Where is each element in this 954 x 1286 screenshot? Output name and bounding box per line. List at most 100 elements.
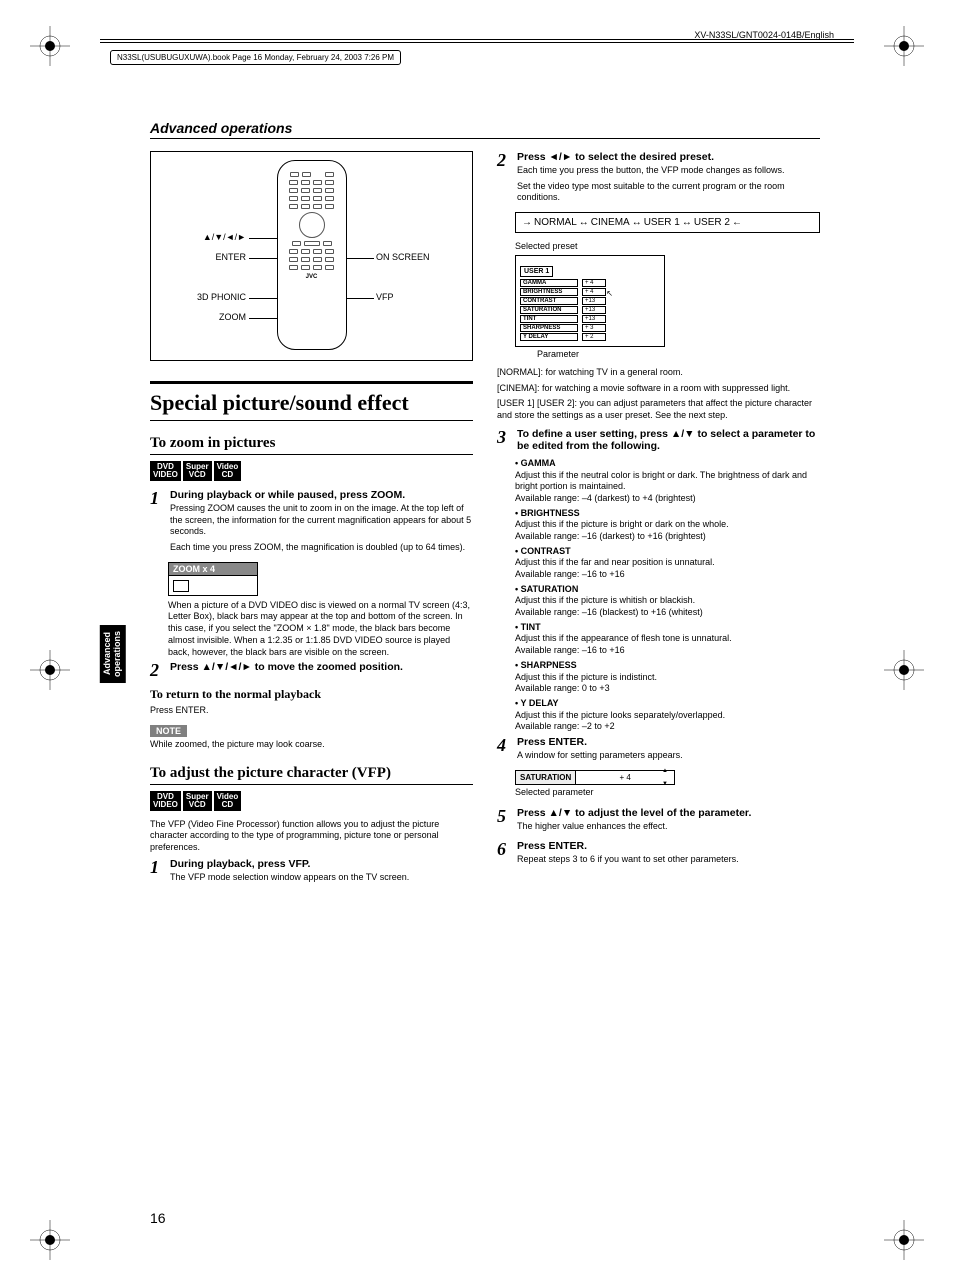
disc-badge: Video CD bbox=[214, 461, 242, 481]
body-text: Set the video type most suitable to the … bbox=[517, 181, 820, 204]
body-text: The higher value enhances the effect. bbox=[517, 821, 820, 833]
remote-label: 3D PHONIC bbox=[161, 292, 246, 302]
body-text: Repeat steps 3 to 6 if you want to set o… bbox=[517, 854, 820, 866]
param-name: SATURATION bbox=[520, 306, 578, 314]
param-name: GAMMA bbox=[520, 279, 578, 287]
param-row: CONTRAST +13 bbox=[520, 297, 660, 305]
cursor-icon: ↖ bbox=[606, 289, 613, 298]
step-title: During playback, press VFP. bbox=[170, 858, 473, 870]
param-row: SHARPNESS+ 3 bbox=[520, 324, 660, 332]
disc-badge: Super VCD bbox=[183, 461, 212, 481]
param-name: TINT bbox=[520, 315, 578, 323]
disc-badge: DVD VIDEO bbox=[150, 791, 181, 811]
parameter-detail: • GAMMAAdjust this if the neutral color … bbox=[515, 458, 820, 505]
param-row: SATURATION+13 bbox=[520, 306, 660, 314]
step-title: Press ENTER. bbox=[517, 736, 820, 748]
crop-mark-icon bbox=[884, 650, 924, 690]
step-title: Press ◄/► to select the desired preset. bbox=[517, 151, 820, 163]
body-text: The VFP mode selection window appears on… bbox=[170, 872, 473, 884]
parameter-detail: • CONTRASTAdjust this if the far and nea… bbox=[515, 546, 820, 581]
mode-cycle: →NORMAL↔CINEMA↔USER 1↔USER 2← bbox=[515, 212, 820, 233]
disc-badge: Super VCD bbox=[183, 791, 212, 811]
step-title: Press ▲/▼/◄/► to move the zoomed positio… bbox=[170, 661, 473, 673]
side-tab: Advanced operations bbox=[100, 625, 126, 683]
remote-label: ▲/▼/◄/► bbox=[161, 232, 246, 242]
book-info: N33SL(USUBUGUXUWA).book Page 16 Monday, … bbox=[110, 50, 401, 65]
step-title: During playback or while paused, press Z… bbox=[170, 489, 473, 501]
caption: Parameter bbox=[537, 349, 820, 359]
arrow-icon: ← bbox=[732, 217, 742, 228]
page-number: 16 bbox=[150, 1210, 166, 1226]
preset-title: USER 1 bbox=[520, 266, 553, 277]
step-number: 2 bbox=[150, 661, 164, 679]
main-heading: Special picture/sound effect bbox=[150, 381, 473, 421]
step-number: 6 bbox=[497, 840, 511, 870]
arrow-icon: ↔ bbox=[579, 217, 589, 228]
return-heading: To return to the normal playback bbox=[150, 687, 473, 702]
body-text: The VFP (Video Fine Processor) function … bbox=[150, 819, 473, 854]
cycle-mode: USER 1 bbox=[644, 217, 680, 228]
param-value: + 4↖ bbox=[582, 288, 606, 296]
remote-label: ZOOM bbox=[161, 312, 246, 322]
vfp-heading: To adjust the picture character (VFP) bbox=[150, 765, 473, 785]
remote-diagram: JVC ▲/▼/◄/► ENTER 3D PHONIC ZOOM ON SCREEN V… bbox=[150, 151, 473, 361]
step-number: 5 bbox=[497, 807, 511, 837]
left-column: JVC ▲/▼/◄/► ENTER 3D PHONIC ZOOM ON SCREEN V… bbox=[150, 151, 473, 891]
param-name: BRIGHTNESS bbox=[520, 288, 578, 296]
parameter-detail: • TINTAdjust this if the appearance of f… bbox=[515, 622, 820, 657]
cycle-mode: CINEMA bbox=[591, 217, 630, 228]
disc-badges: DVD VIDEOSuper VCDVideo CD bbox=[150, 461, 473, 481]
mode-description: [USER 1] [USER 2]: you can adjust parame… bbox=[497, 398, 820, 421]
zoom-indicator: ZOOM x 4 bbox=[168, 562, 258, 596]
mode-description: [CINEMA]: for watching a movie software … bbox=[497, 383, 820, 395]
mode-description: [NORMAL]: for watching TV in a general r… bbox=[497, 367, 820, 379]
body-text: When a picture of a DVD VIDEO disc is vi… bbox=[168, 600, 473, 658]
param-name: Y DELAY bbox=[520, 333, 578, 341]
remote-body: JVC bbox=[277, 160, 347, 350]
zoom-heading: To zoom in pictures bbox=[150, 435, 473, 455]
param-name: CONTRAST bbox=[520, 297, 578, 305]
param-row: BRIGHTNESS + 4↖ bbox=[520, 288, 660, 296]
parameter-detail: • SHARPNESSAdjust this if the picture is… bbox=[515, 660, 820, 695]
disc-badges: DVD VIDEOSuper VCDVideo CD bbox=[150, 791, 473, 811]
param-value: +13 bbox=[582, 297, 606, 305]
crop-mark-icon bbox=[884, 26, 924, 66]
param-row: Y DELAY + 2 bbox=[520, 333, 660, 341]
remote-brand: JVC bbox=[278, 274, 346, 280]
step-title: Press ENTER. bbox=[517, 840, 820, 852]
page: XV-N33SL/GNT0024-014B/English N33SL(USUB… bbox=[0, 0, 954, 1286]
param-value: + 4 bbox=[582, 279, 606, 287]
disc-badge: Video CD bbox=[214, 791, 242, 811]
step-title: To define a user setting, press ▲/▼ to s… bbox=[517, 428, 820, 452]
content: Advanced operations bbox=[150, 120, 820, 891]
step-number: 1 bbox=[150, 489, 164, 558]
crop-mark-icon bbox=[30, 1220, 70, 1260]
parameter-detail: • Y DELAYAdjust this if the picture look… bbox=[515, 698, 820, 733]
arrow-icon: ↔ bbox=[632, 217, 642, 228]
param-value: + 2 bbox=[582, 333, 606, 341]
body-text: Each time you press the button, the VFP … bbox=[517, 165, 820, 177]
saturation-box: SATURATION ▲ + 4 ▼ bbox=[515, 770, 675, 785]
step-number: 3 bbox=[497, 428, 511, 454]
body-text: Each time you press ZOOM, the magnificat… bbox=[170, 542, 473, 554]
step-number: 4 bbox=[497, 736, 511, 766]
note-tag: NOTE bbox=[150, 725, 187, 737]
preset-panel: USER 1 GAMMA + 4 BRIGHTNESS + 4↖ CONTRAST +13… bbox=[515, 255, 665, 347]
caption: Selected parameter bbox=[515, 787, 820, 797]
zoom-label: ZOOM x 4 bbox=[169, 563, 257, 575]
param-row: TINT+13 bbox=[520, 315, 660, 323]
right-column: 2 Press ◄/► to select the desired preset… bbox=[497, 151, 820, 891]
remote-label: VFP bbox=[376, 292, 394, 302]
crop-mark-icon bbox=[30, 26, 70, 66]
body-text: Press ENTER. bbox=[150, 705, 473, 717]
note-body: While zoomed, the picture may look coars… bbox=[150, 739, 473, 751]
crop-mark-icon bbox=[30, 650, 70, 690]
arrow-icon: ↔ bbox=[682, 217, 692, 228]
sat-label: SATURATION bbox=[516, 771, 576, 784]
step-title: Press ▲/▼ to adjust the level of the par… bbox=[517, 807, 820, 819]
remote-label: ON SCREEN bbox=[376, 252, 430, 262]
param-name: SHARPNESS bbox=[520, 324, 578, 332]
body-text: Pressing ZOOM causes the unit to zoom in… bbox=[170, 503, 473, 538]
section-title: Advanced operations bbox=[150, 120, 820, 139]
remote-label: ENTER bbox=[161, 252, 246, 262]
